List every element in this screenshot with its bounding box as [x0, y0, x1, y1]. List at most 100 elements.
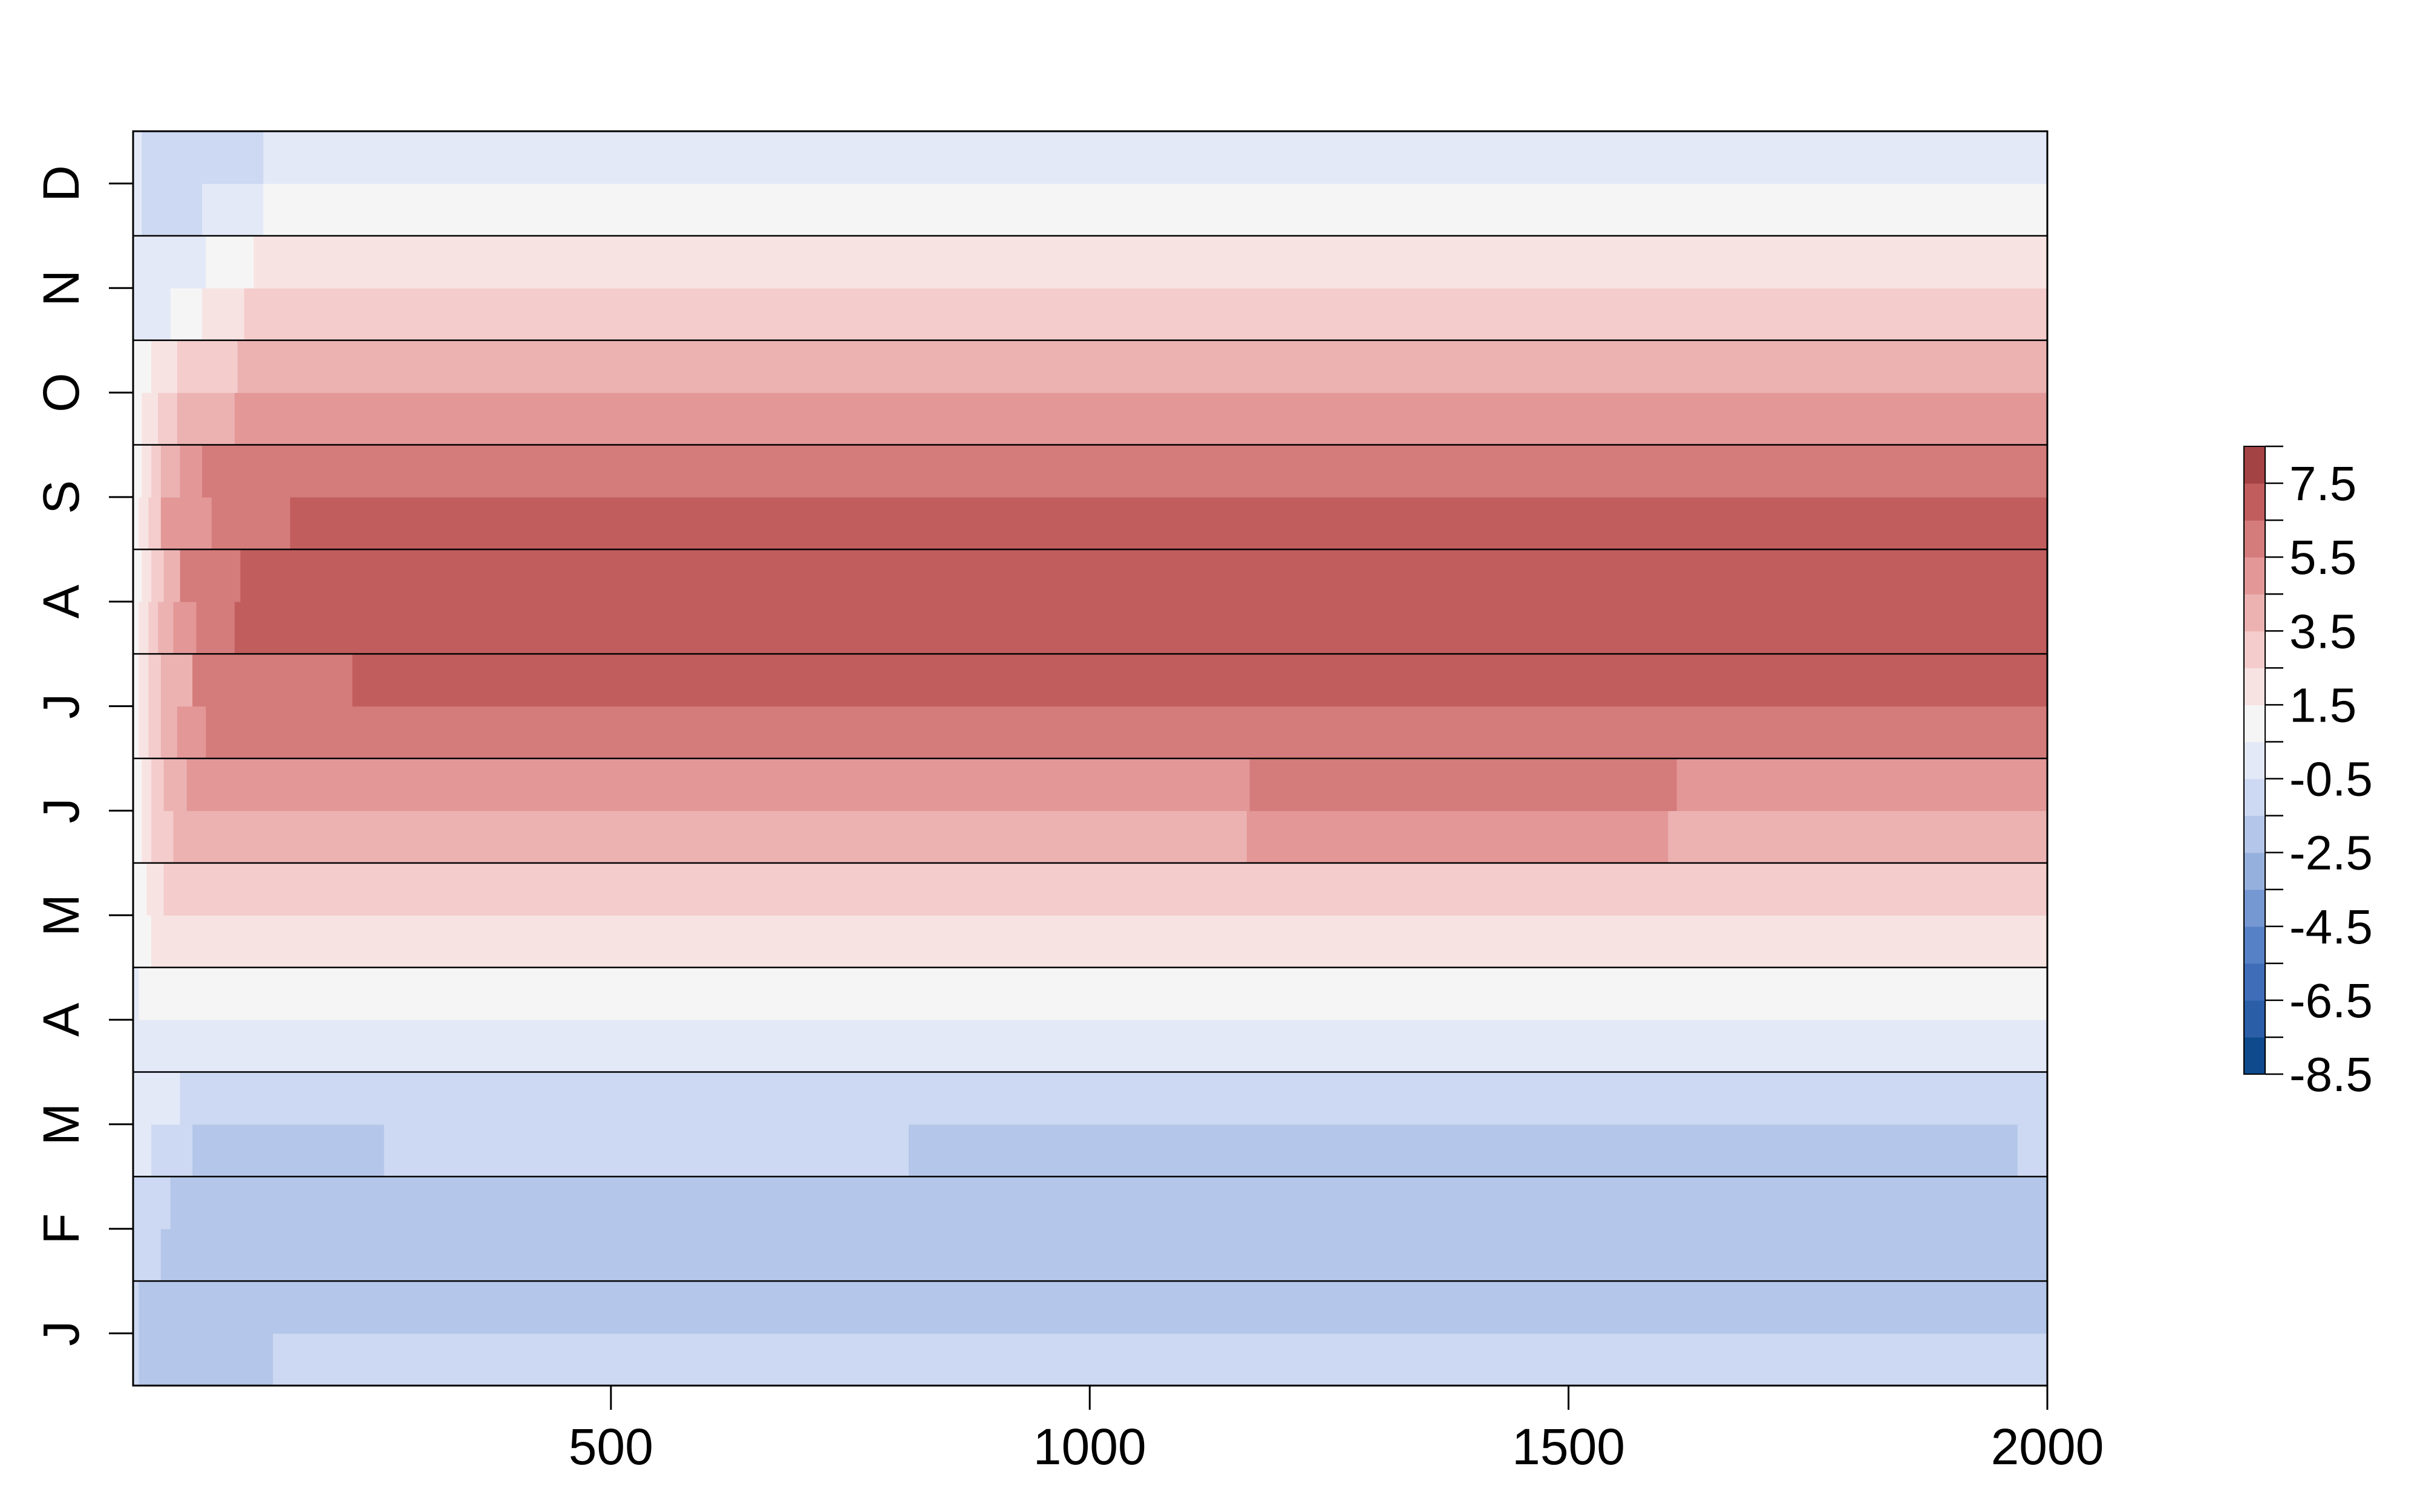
heatmap-cell: [196, 601, 235, 654]
heatmap-cell: [139, 601, 149, 654]
heatmap-cell: [290, 497, 2048, 550]
heatmap-cell: [142, 810, 152, 864]
heatmap-cell: [206, 235, 255, 288]
y-tick-label: J: [33, 1321, 90, 1346]
heatmap-cell: [201, 288, 245, 341]
heatmap-cell: [1249, 758, 1678, 812]
colorbar-swatch: [2244, 1037, 2265, 1075]
heatmap-cell: [133, 497, 140, 550]
heatmap-cell: [133, 445, 142, 498]
heatmap-cell: [263, 183, 2048, 236]
heatmap-cell: [133, 1020, 2048, 1073]
heatmap-cell: [133, 340, 152, 393]
heatmap-cell: [158, 1333, 273, 1386]
heatmap-cell: [133, 862, 147, 916]
x-tick-label: 500: [569, 1418, 653, 1475]
heatmap-cell: [148, 601, 159, 654]
heatmap-cell: [133, 1124, 152, 1177]
heatmap-cell: [234, 393, 2048, 446]
heatmap-cell: [133, 131, 142, 184]
heatmap-cell: [139, 497, 149, 550]
heatmap-cell: [133, 1176, 145, 1230]
month-separators: [133, 235, 2047, 1282]
heatmap-cell: [133, 393, 142, 446]
heatmap-cell: [177, 340, 238, 393]
heatmap-cell: [192, 1124, 385, 1177]
heatmap-cell: [201, 183, 264, 236]
heatmap-cell: [192, 654, 353, 707]
heatmap-cell: [146, 862, 165, 916]
colorbar-swatch: [2244, 594, 2265, 631]
colorbar-label: 1.5: [2289, 678, 2356, 732]
heatmap-cell: [133, 549, 142, 602]
heatmap-cell: [133, 1072, 181, 1125]
heatmap-cell: [206, 706, 2048, 759]
heatmap-cell: [173, 810, 1248, 864]
y-tick-label: N: [33, 270, 90, 307]
heatmap-cell: [240, 549, 2048, 602]
heatmap-cell: [253, 235, 2048, 288]
heatmap-cell: [1668, 810, 2048, 864]
heatmap-cell: [133, 810, 142, 864]
heatmap-cell: [133, 183, 142, 236]
colorbar-label: -2.5: [2289, 826, 2373, 880]
heatmap-cell: [163, 862, 2048, 916]
y-tick-label: D: [33, 165, 90, 202]
heatmap-cell: [177, 706, 206, 759]
heatmap-cell: [263, 131, 420, 184]
heatmap-cell: [144, 1176, 171, 1230]
heatmap-cell: [142, 758, 152, 812]
colorbar-swatch: [2244, 668, 2265, 706]
colorbar-swatch: [2244, 520, 2265, 558]
heatmap-cell: [163, 549, 181, 602]
heatmap-cell: [180, 1072, 2048, 1125]
y-tick-label: M: [33, 894, 90, 936]
heatmap-cell: [142, 183, 203, 236]
heatmap-cell: [180, 445, 203, 498]
heatmap-cell: [139, 706, 149, 759]
heatmap-cell: [139, 654, 149, 707]
heatmap-cell: [148, 497, 162, 550]
colorbar-swatch: [2244, 483, 2265, 521]
heatmap-cell: [1246, 810, 1669, 864]
colorbar-swatch: [2244, 1000, 2265, 1038]
y-axis: J F M A M J J A S O N D: [33, 165, 133, 1346]
heatmap-cell: [133, 758, 142, 812]
heatmap-cell: [133, 654, 140, 707]
heatmap-cell: [133, 288, 171, 341]
heatmap-cell: [244, 288, 2048, 341]
colorbar-label: -4.5: [2289, 900, 2373, 954]
y-tick-label: F: [33, 1213, 90, 1244]
colorbar-swatch: [2244, 631, 2265, 668]
heatmap-cell: [142, 131, 264, 184]
heatmap-cell: [158, 393, 178, 446]
heatmap-cell: [160, 706, 178, 759]
x-tick-label: 1000: [1033, 1418, 1146, 1475]
y-tick-label: O: [33, 373, 90, 412]
heatmap-cell: [211, 497, 291, 550]
colorbar-swatch: [2244, 778, 2265, 816]
heatmap-cell: [234, 601, 2048, 654]
heatmap-cell: [151, 445, 162, 498]
heatmap-cell: [160, 445, 181, 498]
heatmap-cell: [419, 131, 2048, 184]
colorbar-swatch: [2244, 741, 2265, 780]
heatmap-cell: [1676, 758, 2048, 812]
heatmap-cell: [142, 393, 159, 446]
heatmap-cell: [160, 1228, 2048, 1282]
y-tick-label: A: [33, 1003, 90, 1037]
heatmap-cell: [151, 549, 165, 602]
heatmap-cells: [133, 131, 2048, 1386]
heatmap-cell: [163, 758, 188, 812]
y-tick-label: M: [33, 1103, 90, 1145]
colorbar-swatch: [2244, 963, 2265, 1001]
heatmap-cell: [2017, 1124, 2048, 1177]
heatmap-cell: [160, 497, 212, 550]
colorbar-swatch: [2244, 557, 2265, 595]
heatmap-cell: [133, 1281, 140, 1334]
heatmap-cell: [133, 1333, 140, 1386]
heatmap-cell: [158, 1281, 2048, 1334]
heatmap-cell: [173, 601, 197, 654]
heatmap-cell: [148, 706, 162, 759]
